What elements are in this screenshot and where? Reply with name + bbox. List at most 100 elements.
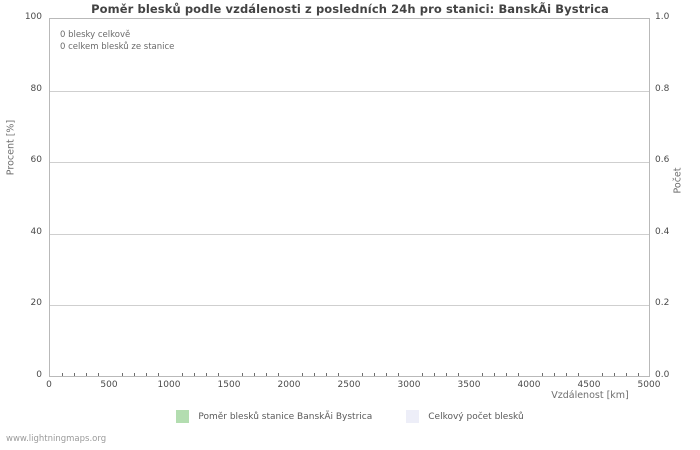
x-axis-tick-label: 2000 xyxy=(277,380,301,390)
x-axis-minor-tick xyxy=(74,373,75,376)
x-axis-title: Vzdálenost [km] xyxy=(551,390,629,401)
x-axis-minor-tick xyxy=(254,373,255,376)
tick-label-text: 80 xyxy=(30,83,42,94)
legend-label-station: Poměr blesků stanice BanskÃi Bystrica xyxy=(198,411,373,422)
x-axis-tick xyxy=(410,376,411,377)
y-axis-right-minor-tick xyxy=(649,270,650,271)
y-axis-right-minor-tick xyxy=(649,126,650,127)
legend-label-total: Celkový počet blesků xyxy=(428,411,524,422)
tick-label-text: 20 xyxy=(30,298,42,309)
tick-label-text: 60 xyxy=(30,155,42,166)
x-axis-minor-tick xyxy=(386,373,387,376)
x-axis-minor-tick xyxy=(86,373,87,376)
tick-label-text: 0.2 xyxy=(655,298,670,309)
y-axis-left-title: Procent [%] xyxy=(5,119,17,176)
x-axis-tick-label: 5000 xyxy=(637,380,661,390)
x-axis-tick-label: 4000 xyxy=(517,380,541,390)
plot-annotation: 0 blesky celkově 0 celkem blesků ze stan… xyxy=(60,30,174,53)
x-axis-minor-tick xyxy=(554,373,555,376)
x-axis-tick xyxy=(110,376,111,377)
y-axis-left-tick xyxy=(49,305,50,306)
x-axis-minor-tick xyxy=(458,373,459,376)
y-axis-right-tick xyxy=(649,162,650,163)
chart-legend: Poměr blesků stanice BanskÃi Bystrica Ce… xyxy=(0,410,700,423)
y-axis-right-minor-tick xyxy=(649,55,650,56)
x-axis-minor-tick xyxy=(362,373,363,376)
y-axis-right-tick xyxy=(649,19,650,20)
y-axis-right-minor-tick xyxy=(649,341,650,342)
tick-label-text: 0.4 xyxy=(655,226,670,237)
x-axis-tick xyxy=(530,376,531,377)
annotation-line-1: 0 blesky celkově xyxy=(60,30,131,40)
annotation-line-2: 0 celkem blesků ze stanice xyxy=(60,41,175,52)
y-axis-left-tick xyxy=(49,91,50,92)
x-axis-tick xyxy=(470,376,471,377)
x-axis-minor-tick xyxy=(278,373,279,376)
x-axis-minor-tick xyxy=(122,373,123,376)
x-axis-minor-tick xyxy=(218,373,219,376)
chart-title: Poměr blesků podle vzdálenosti z posledn… xyxy=(91,2,609,16)
y-axis-left-minor-tick xyxy=(49,270,50,271)
x-axis-tick xyxy=(350,376,351,377)
x-axis-tick-label: 3000 xyxy=(397,380,421,390)
x-axis-minor-tick xyxy=(182,373,183,376)
x-axis-minor-tick xyxy=(518,373,519,376)
x-axis-minor-tick xyxy=(302,373,303,376)
x-axis-minor-tick xyxy=(626,373,627,376)
tick-label-text: 0.8 xyxy=(655,83,670,94)
x-axis-tick xyxy=(170,376,171,377)
x-axis-minor-tick xyxy=(542,373,543,376)
y-axis-left-tick xyxy=(49,162,50,163)
x-axis-tick-label: 500 xyxy=(100,380,118,390)
y-axis-right-minor-tick xyxy=(649,198,650,199)
gridline-horizontal xyxy=(50,234,649,235)
y-axis-right-tick xyxy=(649,234,650,235)
y-axis-left-minor-tick xyxy=(49,55,50,56)
x-axis-minor-tick xyxy=(62,373,63,376)
x-axis-tick-label: 0 xyxy=(46,380,52,390)
x-axis-minor-tick xyxy=(338,373,339,376)
x-axis-tick xyxy=(230,376,231,377)
gridline-horizontal xyxy=(50,162,649,163)
y-axis-left-tick xyxy=(49,234,50,235)
legend-item-station: Poměr blesků stanice BanskÃi Bystrica xyxy=(176,410,372,423)
x-axis-minor-tick xyxy=(614,373,615,376)
x-axis-minor-tick xyxy=(482,373,483,376)
x-axis-tick xyxy=(290,376,291,377)
x-axis-minor-tick xyxy=(242,373,243,376)
x-axis-minor-tick xyxy=(326,373,327,376)
tick-label-text: 0 xyxy=(36,370,42,380)
x-axis-tick-label: 1500 xyxy=(217,380,241,390)
x-axis-minor-tick xyxy=(446,373,447,376)
y-axis-right-title: Počet xyxy=(672,167,684,194)
x-axis-minor-tick xyxy=(206,373,207,376)
x-axis-minor-tick xyxy=(422,373,423,376)
x-axis-minor-tick xyxy=(566,373,567,376)
tick-label-text: 100 xyxy=(24,12,42,22)
tick-label-text: 1.0 xyxy=(655,12,670,22)
x-axis-minor-tick xyxy=(434,373,435,376)
x-axis-tick-label: 3500 xyxy=(457,380,481,390)
x-axis-minor-tick xyxy=(314,373,315,376)
y-axis-left-minor-tick xyxy=(49,341,50,342)
y-axis-left-tick xyxy=(49,19,50,20)
tick-label-text: 0.0 xyxy=(655,370,670,380)
gridline-horizontal xyxy=(50,305,649,306)
x-axis-minor-tick xyxy=(494,373,495,376)
x-axis-minor-tick xyxy=(374,373,375,376)
plot-area: 0 blesky celkově 0 celkem blesků ze stan… xyxy=(49,18,650,377)
x-axis-tick xyxy=(590,376,591,377)
tick-label-text: 0.6 xyxy=(655,155,670,166)
tick-label-text: 40 xyxy=(30,226,42,237)
footer-url: www.lightningmaps.org xyxy=(6,434,107,444)
x-axis-minor-tick xyxy=(578,373,579,376)
legend-swatch-icon xyxy=(176,410,190,423)
y-axis-left-minor-tick xyxy=(49,198,50,199)
x-axis-minor-tick xyxy=(638,373,639,376)
y-axis-right-tick xyxy=(649,305,650,306)
x-axis-tick-label: 2500 xyxy=(337,380,361,390)
legend-swatch-icon xyxy=(406,410,420,423)
y-axis-left-minor-tick xyxy=(49,126,50,127)
legend-item-total: Celkový počet blesků xyxy=(406,410,524,423)
